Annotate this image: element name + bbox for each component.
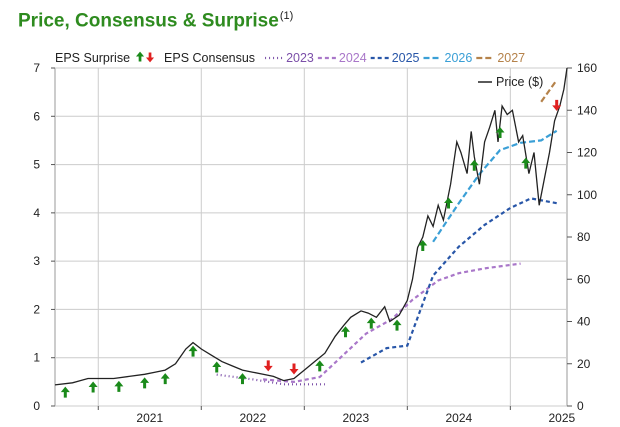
left-tick-label: 6	[33, 109, 40, 123]
x-tick-label: 2022	[239, 411, 266, 425]
x-axis: 2021 2022 2023 2024 2025	[97, 406, 576, 425]
surprise-arrow-up	[237, 373, 247, 385]
consensus-line-2024	[263, 262, 521, 384]
left-tick-label: 2	[33, 302, 40, 316]
surprise-arrow-up	[495, 126, 505, 138]
legend-label-2025: 2025	[392, 51, 420, 65]
legend-eps-consensus: EPS Consensus	[164, 51, 255, 65]
right-tick-label: 120	[577, 146, 597, 160]
x-tick-label: 2023	[342, 411, 369, 425]
x-tick-label: 2025	[548, 411, 575, 425]
right-tick-label: 20	[577, 357, 591, 371]
left-axis: 0 1 2 3 4 5 6 7	[33, 61, 55, 413]
legend-price-label: Price ($)	[496, 75, 543, 89]
left-tick-label: 3	[33, 254, 40, 268]
chart-title-footnote: (1)	[279, 10, 294, 22]
surprise-arrow-up	[469, 159, 479, 171]
surprise-arrow-up	[418, 240, 428, 251]
right-tick-label: 0	[577, 399, 584, 413]
surprise-arrow-up	[392, 319, 402, 331]
consensus-line-2026	[432, 129, 558, 243]
legend-label-2024: 2024	[339, 51, 367, 65]
surprise-arrow-up	[521, 157, 531, 169]
right-tick-label: 80	[577, 230, 591, 244]
chart-title: Price, Consensus & Surprise(1)	[18, 10, 293, 32]
legend-label-2027: 2027	[497, 51, 525, 65]
surprise-arrow-up	[140, 377, 150, 389]
legend-label-2026: 2026	[445, 51, 473, 65]
legend-up-arrow-icon	[135, 51, 145, 62]
price-line-group	[54, 67, 568, 386]
surprise-arrow-up	[88, 381, 98, 393]
right-tick-label: 100	[577, 188, 597, 202]
surprise-arrow-up	[160, 373, 170, 385]
grid	[54, 67, 568, 407]
legend-down-arrow-icon	[145, 52, 155, 63]
price-legend: Price ($)	[478, 75, 543, 89]
chart-title-text: Price, Consensus & Surprise	[18, 10, 279, 32]
x-tick-label: 2021	[136, 411, 163, 425]
plot-frame	[54, 67, 568, 407]
right-axis: 0 20 40 60 80 100 120 140 160	[567, 61, 597, 413]
left-tick-label: 7	[33, 61, 40, 75]
surprise-arrow-down	[289, 363, 299, 375]
surprise-markers	[60, 99, 562, 398]
right-tick-label: 40	[577, 315, 591, 329]
consensus-line-2023	[216, 373, 325, 386]
right-tick-label: 60	[577, 272, 591, 286]
legend-label-2023: 2023	[286, 51, 314, 65]
left-tick-label: 5	[33, 158, 40, 172]
surprise-arrow-up	[114, 380, 124, 392]
surprise-arrow-up	[366, 317, 376, 329]
price-line	[54, 67, 568, 386]
left-tick-label: 1	[33, 351, 40, 365]
consensus-lines	[216, 79, 558, 386]
consensus-line-2025	[360, 197, 557, 364]
surprise-arrow-up	[315, 360, 325, 372]
consensus-line-2027	[540, 79, 558, 103]
surprise-arrow-up	[341, 326, 351, 338]
left-tick-label: 0	[33, 399, 40, 413]
left-tick-label: 4	[33, 206, 40, 220]
legend: EPS Surprise EPS Consensus 2023 2024 2025 202…	[55, 51, 525, 65]
x-tick-label: 2024	[445, 411, 472, 425]
surprise-arrow-up	[60, 386, 70, 398]
right-tick-label: 160	[577, 61, 597, 75]
surprise-arrow-up	[444, 197, 454, 209]
legend-eps-surprise: EPS Surprise	[55, 51, 130, 65]
right-tick-label: 140	[577, 103, 597, 117]
surprise-arrow-up	[188, 345, 198, 357]
surprise-arrow-down	[552, 99, 562, 111]
surprise-arrow-down	[263, 360, 273, 372]
surprise-arrow-up	[212, 361, 222, 373]
